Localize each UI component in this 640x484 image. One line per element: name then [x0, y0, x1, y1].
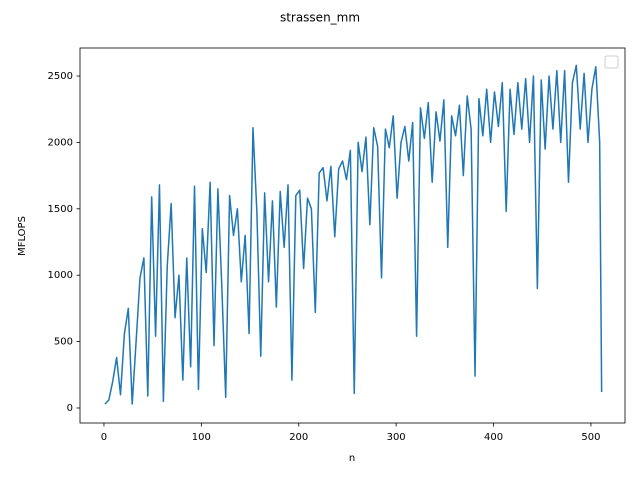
y-tick-label: 1500: [48, 204, 73, 215]
x-tick-label: 400: [484, 432, 503, 443]
y-tick-label: 2500: [48, 71, 73, 82]
line-series: [104, 64, 603, 405]
y-tick-label: 500: [54, 337, 73, 348]
x-tick-label: 300: [387, 432, 406, 443]
y-tick-label: 0: [67, 403, 73, 414]
y-tick-label: 2000: [48, 137, 73, 148]
legend-box: [604, 55, 619, 69]
x-axis-label: n: [349, 453, 355, 464]
x-tick-label: 200: [289, 432, 308, 443]
y-tick-label: 1000: [48, 270, 73, 281]
chart-title: strassen_mm: [280, 11, 360, 25]
plot-frame: [79, 47, 626, 424]
x-tick-label: 100: [192, 432, 211, 443]
x-tick-label: 500: [581, 432, 600, 443]
y-axis-label: MFLOPS: [17, 216, 28, 256]
x-tick-label: 0: [101, 432, 107, 443]
